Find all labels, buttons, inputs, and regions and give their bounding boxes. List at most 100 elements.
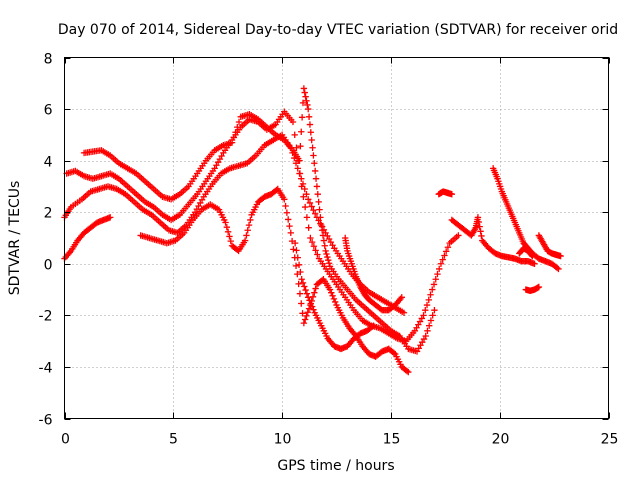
data-point [553,264,561,272]
data-point [305,113,313,121]
data-point [424,327,431,335]
data-point [300,319,308,327]
data-point [455,232,462,239]
data-point [444,244,452,251]
y-tick-label: 6 [44,103,53,119]
grid-lines [64,57,609,419]
data-point [295,261,303,269]
data-point [305,294,312,301]
data-point [441,252,448,259]
x-tick-label: 5 [169,432,178,448]
data-point [314,190,321,198]
data-point [329,292,336,299]
data-point [312,247,319,254]
data-point [330,295,338,303]
data-point [311,160,318,167]
data-point [287,229,295,237]
data-point [310,152,317,159]
data-point [298,114,306,121]
data-point [303,214,311,221]
data-point [305,105,312,113]
x-tick-label: 0 [61,432,70,448]
data-point [420,312,427,319]
data-point [299,279,307,287]
x-axis-label: GPS time / hours [277,458,394,474]
data-point [304,101,311,109]
data-point [313,183,321,190]
data-point [303,312,310,320]
data-point [234,123,241,131]
data-point [474,214,482,221]
x-tick-label: 15 [383,432,401,448]
data-point [281,196,288,203]
data-point [318,221,325,229]
data-points [61,85,564,376]
data-point [297,143,304,150]
data-point [390,349,398,357]
data-point [301,283,308,290]
data-point [299,99,307,107]
data-point [306,297,313,304]
y-tick-label: 4 [44,155,53,171]
data-point [300,85,308,92]
data-point [434,270,441,278]
series-track-8 [435,188,456,198]
x-tick-label: 20 [492,432,510,448]
data-point [106,214,114,221]
data-point [400,309,408,316]
data-point [296,170,304,177]
data-point [298,276,305,283]
data-point [423,301,431,309]
data-point [294,165,301,172]
data-point [296,290,304,297]
x-tick-label: 10 [274,432,292,448]
data-point [302,93,309,100]
data-point [312,285,319,292]
data-point [308,303,316,310]
series-track-3 [80,85,438,355]
data-point [439,256,446,263]
data-point [306,121,314,128]
data-point [325,260,333,267]
data-point [291,131,298,139]
data-point [245,221,253,229]
data-point [475,218,483,226]
data-point [425,322,433,329]
data-point [403,367,411,375]
data-point [304,309,311,316]
data-point [427,317,435,324]
data-point [368,323,376,330]
data-point [324,253,331,261]
data-point [308,136,315,144]
data-point [405,368,412,376]
data-point [290,246,297,253]
data-point [223,223,231,231]
data-point [301,203,309,211]
plot-frame [64,57,609,419]
data-point [557,252,564,260]
data-point [303,97,310,105]
y-axis-label: SDTVAR / TECUs [7,181,23,296]
data-point [301,89,308,96]
series-track-12 [535,232,564,260]
data-point [432,276,439,283]
data-point [425,296,432,304]
data-point [243,232,250,239]
data-point [244,227,251,234]
series-track-9 [448,214,538,267]
data-point [286,222,293,230]
data-point [427,291,434,298]
data-point [529,252,536,260]
data-point [297,268,304,276]
data-point [535,283,543,291]
data-point [555,265,562,273]
data-point [224,228,232,236]
data-point [325,256,332,264]
data-point [448,190,456,198]
data-point [326,286,334,293]
axis-ticks [64,57,610,420]
data-point [227,237,234,245]
data-point [308,238,316,246]
y-tick-label: 2 [44,206,53,222]
